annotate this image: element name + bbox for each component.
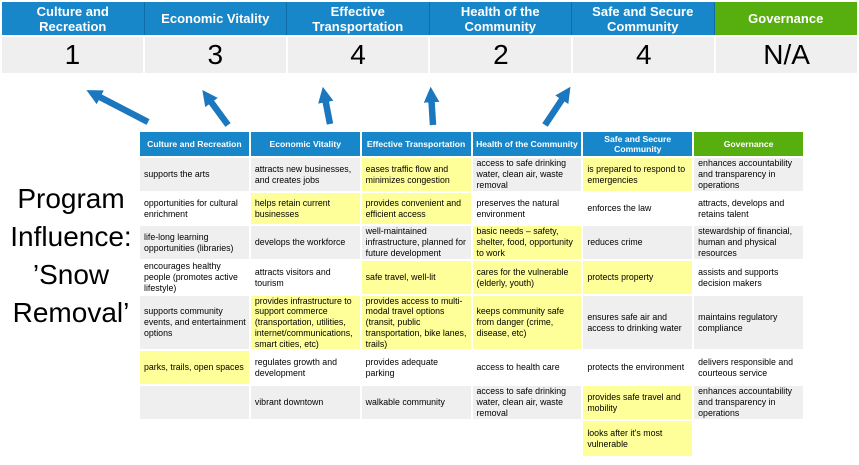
program-influence-label: Program Influence: ’Snow Removal’ xyxy=(0,180,142,332)
matrix-cell-r6c6: delivers responsible and courteous servi… xyxy=(694,351,803,384)
matrix-cell-r3c1: life-long learning opportunities (librar… xyxy=(140,226,249,259)
matrix-cell-r8c2 xyxy=(250,421,360,456)
matrix-cell-r6c1: parks, trails, open spaces xyxy=(140,351,249,384)
matrix-header-effective-transportation: Effective Transportation xyxy=(361,132,471,156)
priority-score-row: 1 3 4 2 4 N/A xyxy=(2,37,857,73)
score-governance: N/A xyxy=(716,37,857,73)
matrix-cell-r7c3: walkable community xyxy=(361,386,471,419)
matrix-cell-r4c4: cares for the vulnerable (elderly, youth… xyxy=(472,261,582,294)
matrix-cell-r3c5: reduces crime xyxy=(583,226,693,259)
matrix-cell-r1c5: is prepared to respond to emergencies xyxy=(583,158,693,191)
matrix-cell-r5c4: keeps community safe from danger (crime,… xyxy=(472,296,582,349)
matrix-header-safe-and-secure-community: Safe and Secure Community xyxy=(583,132,693,156)
matrix-cell-r1c1: supports the arts xyxy=(140,158,249,191)
matrix-cell-r7c6: enhances accountability and transparency… xyxy=(694,386,803,419)
matrix-header-health-of-the-community: Health of the Community xyxy=(472,132,582,156)
program-label-line: Removal’ xyxy=(12,297,130,328)
matrix-header-economic-vitality: Economic Vitality xyxy=(250,132,360,156)
matrix-cell-r2c3: provides convenient and efficient access xyxy=(361,193,471,224)
score-effective-transportation: 4 xyxy=(287,37,429,73)
matrix-cell-r5c5: ensures safe air and access to drinking … xyxy=(583,296,693,349)
matrix-cell-r4c6: assists and supports decision makers xyxy=(694,261,803,294)
matrix-cell-r3c2: develops the workforce xyxy=(250,226,360,259)
banner-header-safe-and-secure-community: Safe and Secure Community xyxy=(572,2,715,35)
banner-header-economic-vitality: Economic Vitality xyxy=(144,2,287,35)
matrix-cell-r6c3: provides adequate parking xyxy=(361,351,471,384)
matrix-cell-r7c2: vibrant downtown xyxy=(250,386,360,419)
matrix-cell-r1c2: attracts new businesses, and creates job… xyxy=(250,158,360,191)
matrix-cell-r6c5: protects the environment xyxy=(583,351,693,384)
program-label-line: Program xyxy=(17,183,125,214)
up-arrow-icon xyxy=(202,89,231,127)
matrix-cell-r5c2: provides infrastructure to support comme… xyxy=(250,296,360,349)
up-arrow-icon xyxy=(542,86,571,127)
matrix-cell-r1c3: eases traffic flow and minimizes congest… xyxy=(361,158,471,191)
matrix-cell-r2c2: helps retain current businesses xyxy=(250,193,360,224)
program-label-line: Influence: xyxy=(10,221,132,252)
matrix-cell-r1c6: enhances accountability and transparency… xyxy=(694,158,803,191)
matrix-cell-r3c3: well-maintained infrastructure, planned … xyxy=(361,226,471,259)
matrix-header-governance: Governance xyxy=(694,132,803,156)
matrix-cell-r2c5: enforces the law xyxy=(583,193,693,224)
matrix-cell-r4c3: safe travel, well-lit xyxy=(361,261,471,294)
score-economic-vitality: 3 xyxy=(144,37,286,73)
matrix-cell-r4c5: protects property xyxy=(583,261,693,294)
matrix-cell-r8c4 xyxy=(472,421,582,456)
matrix-cell-r1c4: access to safe drinking water, clean air… xyxy=(472,158,582,191)
matrix-cell-r6c4: access to health care xyxy=(472,351,582,384)
banner-header-effective-transportation: Effective Transportation xyxy=(287,2,430,35)
matrix-header-culture-and-recreation: Culture and Recreation xyxy=(140,132,249,156)
matrix-cell-r4c1: encourages healthy people (promotes acti… xyxy=(140,261,249,294)
matrix-cell-r6c2: regulates growth and development xyxy=(250,351,360,384)
up-arrow-icon xyxy=(318,86,334,125)
banner-header-health-of-the-community: Health of the Community xyxy=(429,2,572,35)
matrix-cell-r5c1: supports community events, and entertain… xyxy=(140,296,249,349)
matrix-cell-r8c5: looks after it's most vulnerable xyxy=(583,421,693,456)
matrix-cell-r2c1: opportunities for cultural enrichment xyxy=(140,193,249,224)
influence-matrix: Culture and Recreation Economic Vitality E… xyxy=(140,132,803,456)
matrix-cell-r7c1 xyxy=(140,386,249,419)
score-culture-and-recreation: 1 xyxy=(2,37,143,73)
matrix-cell-r5c6: maintains regulatory compliance xyxy=(694,296,803,349)
program-label-line: ’Snow xyxy=(32,259,110,290)
matrix-cell-r2c4: preserves the natural environment xyxy=(472,193,582,224)
influence-arrows xyxy=(86,86,571,127)
matrix-cell-r7c4: access to safe drinking water, clean air… xyxy=(472,386,582,419)
matrix-cell-r4c2: attracts visitors and tourism xyxy=(250,261,360,294)
up-arrow-icon xyxy=(86,90,150,125)
matrix-cell-r3c6: stewardship of financial, human and phys… xyxy=(694,226,803,259)
matrix-cell-r8c1 xyxy=(140,421,249,456)
matrix-cell-r3c4: basic needs – safety, shelter, food, opp… xyxy=(472,226,582,259)
up-arrow-icon xyxy=(423,86,440,126)
banner-header-governance: Governance xyxy=(714,2,857,35)
matrix-cell-r2c6: attracts, develops and retains talent xyxy=(694,193,803,224)
priority-banner-row: Culture and Recreation Economic Vitality E… xyxy=(2,2,857,35)
matrix-cell-r8c6 xyxy=(694,421,803,456)
matrix-cell-r8c3 xyxy=(361,421,471,456)
score-health-of-the-community: 2 xyxy=(430,37,572,73)
score-safe-and-secure-community: 4 xyxy=(573,37,715,73)
matrix-cell-r7c5: provides safe travel and mobility xyxy=(583,386,693,419)
matrix-cell-r5c3: provides access to multi-modal travel op… xyxy=(361,296,471,349)
banner-header-culture-and-recreation: Culture and Recreation xyxy=(2,2,145,35)
